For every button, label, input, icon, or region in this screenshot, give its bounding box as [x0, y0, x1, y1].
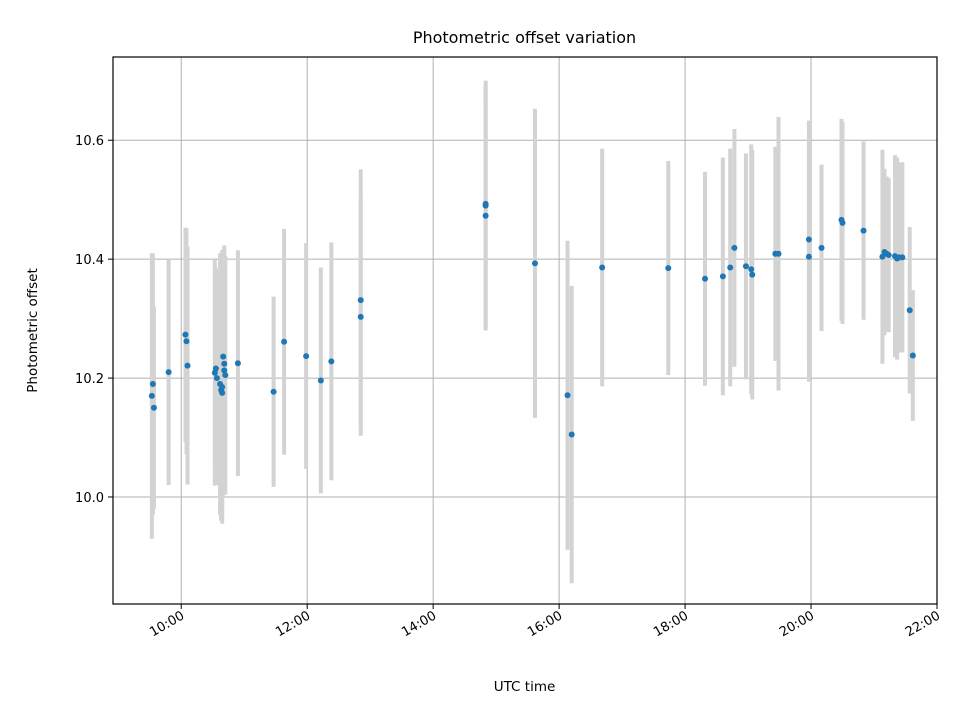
data-point	[220, 353, 227, 360]
data-point	[183, 338, 190, 345]
data-point	[150, 404, 157, 411]
data-point	[531, 260, 538, 267]
data-point	[165, 369, 172, 376]
data-point	[748, 266, 755, 273]
data-point	[270, 388, 277, 395]
data-point	[222, 372, 229, 379]
data-point	[281, 338, 288, 345]
data-point	[885, 251, 892, 258]
x-axis-label: UTC time	[494, 679, 556, 695]
data-point	[482, 200, 489, 207]
data-point	[568, 431, 575, 438]
data-point	[212, 365, 219, 372]
data-point	[727, 264, 734, 271]
data-point	[219, 383, 226, 390]
data-point	[839, 219, 846, 226]
data-point	[909, 352, 916, 359]
data-point	[221, 360, 228, 367]
data-point	[860, 227, 867, 234]
axes-frame	[112, 56, 938, 605]
data-point	[805, 236, 812, 243]
grid-layer	[113, 57, 938, 604]
data-point	[775, 250, 782, 257]
data-point	[482, 212, 489, 219]
data-point	[665, 265, 672, 272]
data-point	[182, 331, 189, 338]
y-tick-label: 10.4	[75, 253, 104, 268]
data-point	[303, 353, 310, 360]
data-point	[599, 264, 606, 271]
data-point	[702, 275, 709, 282]
data-point	[148, 392, 155, 399]
data-point	[899, 254, 906, 261]
data-point	[317, 377, 324, 384]
data-point	[731, 244, 738, 251]
data-point	[719, 273, 726, 280]
data-point	[906, 307, 913, 314]
data-point	[357, 297, 364, 304]
data-point	[149, 381, 156, 388]
data-point	[221, 367, 228, 374]
chart-title: Photometric offset variation	[413, 28, 636, 47]
point-layer	[148, 200, 916, 438]
y-tick-label: 10.2	[75, 372, 104, 387]
data-point	[818, 244, 825, 251]
data-point	[749, 271, 756, 278]
data-point	[213, 375, 220, 382]
data-point	[184, 362, 191, 369]
data-point	[879, 253, 886, 260]
data-point	[234, 360, 241, 367]
data-point	[219, 389, 226, 396]
y-tick-label: 10.0	[75, 491, 104, 506]
data-point	[564, 392, 571, 399]
data-point	[742, 263, 749, 270]
data-point	[328, 358, 335, 365]
data-point	[357, 313, 364, 320]
data-point	[805, 253, 812, 260]
y-tick-label: 10.6	[75, 134, 104, 149]
y-axis-ticks: 10.0 10.2 10.4 10.6	[75, 134, 113, 506]
y-axis-label: Photometric offset	[25, 268, 41, 392]
